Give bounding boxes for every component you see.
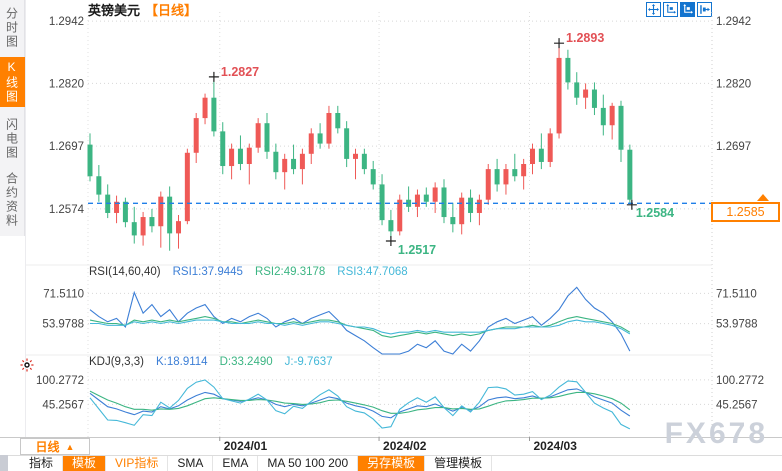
toolbar-item-templates[interactable]: 模板 (63, 456, 107, 471)
sidebar-item-kline-chart[interactable]: K线图 (0, 56, 25, 108)
rsi-title: RSI(14,60,40) (89, 266, 161, 278)
period-selector-label: 日线 (35, 440, 60, 454)
kdj-title: KDJ(9,3,3) (89, 356, 144, 368)
axis-scale-active-icon (683, 4, 693, 14)
svg-text:1.2893: 1.2893 (566, 31, 604, 45)
sidebar-item-time-chart[interactable]: 分时图 (4, 7, 19, 50)
kdj-k-value: K:18.9114 (155, 356, 208, 368)
period-selector-button[interactable]: 日线 ▲ (20, 438, 90, 455)
svg-text:1.2820: 1.2820 (49, 78, 84, 90)
toolbar-item-vip-indicators[interactable]: VIP指标 (106, 456, 169, 471)
svg-text:1.2697: 1.2697 (49, 141, 84, 153)
svg-text:45.2567: 45.2567 (716, 399, 758, 411)
bottom-toolbar: 指标 模板 VIP指标 SMA EMA MA 50 100 200 另存模板 管… (0, 455, 782, 471)
svg-text:1.2827: 1.2827 (221, 65, 259, 79)
fx678-watermark: FX678 (664, 417, 768, 450)
toolbar-item-ema[interactable]: EMA (213, 456, 259, 471)
sidebar-divider (25, 0, 26, 437)
toolbar-item-ma-50-100-200[interactable]: MA 50 100 200 (258, 456, 359, 471)
svg-text:1.2584: 1.2584 (636, 206, 674, 220)
axis-scale-icon (666, 4, 676, 14)
svg-text:53.9788: 53.9788 (716, 319, 758, 331)
svg-text:1.2942: 1.2942 (49, 16, 84, 28)
rsi3-value: RSI3:47.7068 (337, 266, 408, 278)
toolbar-item-manage-templates[interactable]: 管理模板 (425, 456, 493, 471)
svg-text:1.2820: 1.2820 (716, 78, 751, 90)
toolbar-item-save-template[interactable]: 另存模板 (358, 456, 426, 471)
kdj-j-value: J:-9.7637 (284, 356, 333, 368)
chart-title: 英镑美元 【日线】 (88, 0, 197, 19)
svg-text:2024/01: 2024/01 (224, 439, 268, 453)
svg-text:53.9788: 53.9788 (42, 319, 84, 331)
svg-text:100.2772: 100.2772 (36, 375, 84, 387)
rsi2-value: RSI2:49.3178 (254, 266, 326, 278)
svg-text:1.2942: 1.2942 (716, 16, 751, 28)
x-axis-row (0, 437, 782, 455)
svg-text:1.2517: 1.2517 (398, 243, 436, 257)
pan-icon (648, 4, 659, 15)
symbol-name: 英镑美元 (88, 3, 141, 18)
axis-scale-active-button[interactable] (680, 2, 695, 17)
svg-text:45.2567: 45.2567 (42, 399, 84, 411)
toolbar-left-block (0, 455, 8, 471)
svg-text:1.2697: 1.2697 (716, 141, 751, 153)
sidebar-item-contract-info[interactable]: 合约资料 (4, 171, 19, 228)
exit-chart-button[interactable] (697, 2, 712, 17)
svg-text:2024/03: 2024/03 (534, 439, 578, 453)
chart-toolbar (646, 2, 712, 17)
sidebar: 分时图 K线图 闪电图 合约资料 (0, 0, 25, 236)
toolbar-item-indicators[interactable]: 指标 (20, 456, 64, 471)
kdj-header: KDJ(9,3,3) K:18.9114 D:33.2490 J:-9.7637 (89, 356, 345, 368)
axis-scale-button[interactable] (663, 2, 678, 17)
indicator-settings-icon[interactable] (20, 358, 34, 372)
svg-text:100.2772: 100.2772 (716, 375, 764, 387)
rsi1-value: RSI1:37.9445 (172, 266, 243, 278)
sidebar-item-lightning-chart[interactable]: 闪电图 (4, 117, 19, 160)
current-price-box: 1.2585 (711, 202, 780, 222)
svg-text:71.5110: 71.5110 (43, 288, 84, 300)
toolbar-item-sma[interactable]: SMA (168, 456, 214, 471)
svg-text:2024/02: 2024/02 (383, 439, 427, 453)
period-label: 【日线】 (145, 3, 198, 18)
chevron-up-icon: ▲ (65, 441, 75, 452)
exit-right-icon (700, 5, 710, 14)
svg-text:1.2574: 1.2574 (49, 204, 85, 216)
svg-text:71.5110: 71.5110 (716, 288, 757, 300)
kdj-d-value: D:33.2490 (219, 356, 273, 368)
rsi-header: RSI(14,60,40) RSI1:37.9445 RSI2:49.3178 RSI… (89, 266, 420, 278)
price-up-arrow-icon (757, 194, 769, 201)
pan-tool-button[interactable] (646, 2, 661, 17)
